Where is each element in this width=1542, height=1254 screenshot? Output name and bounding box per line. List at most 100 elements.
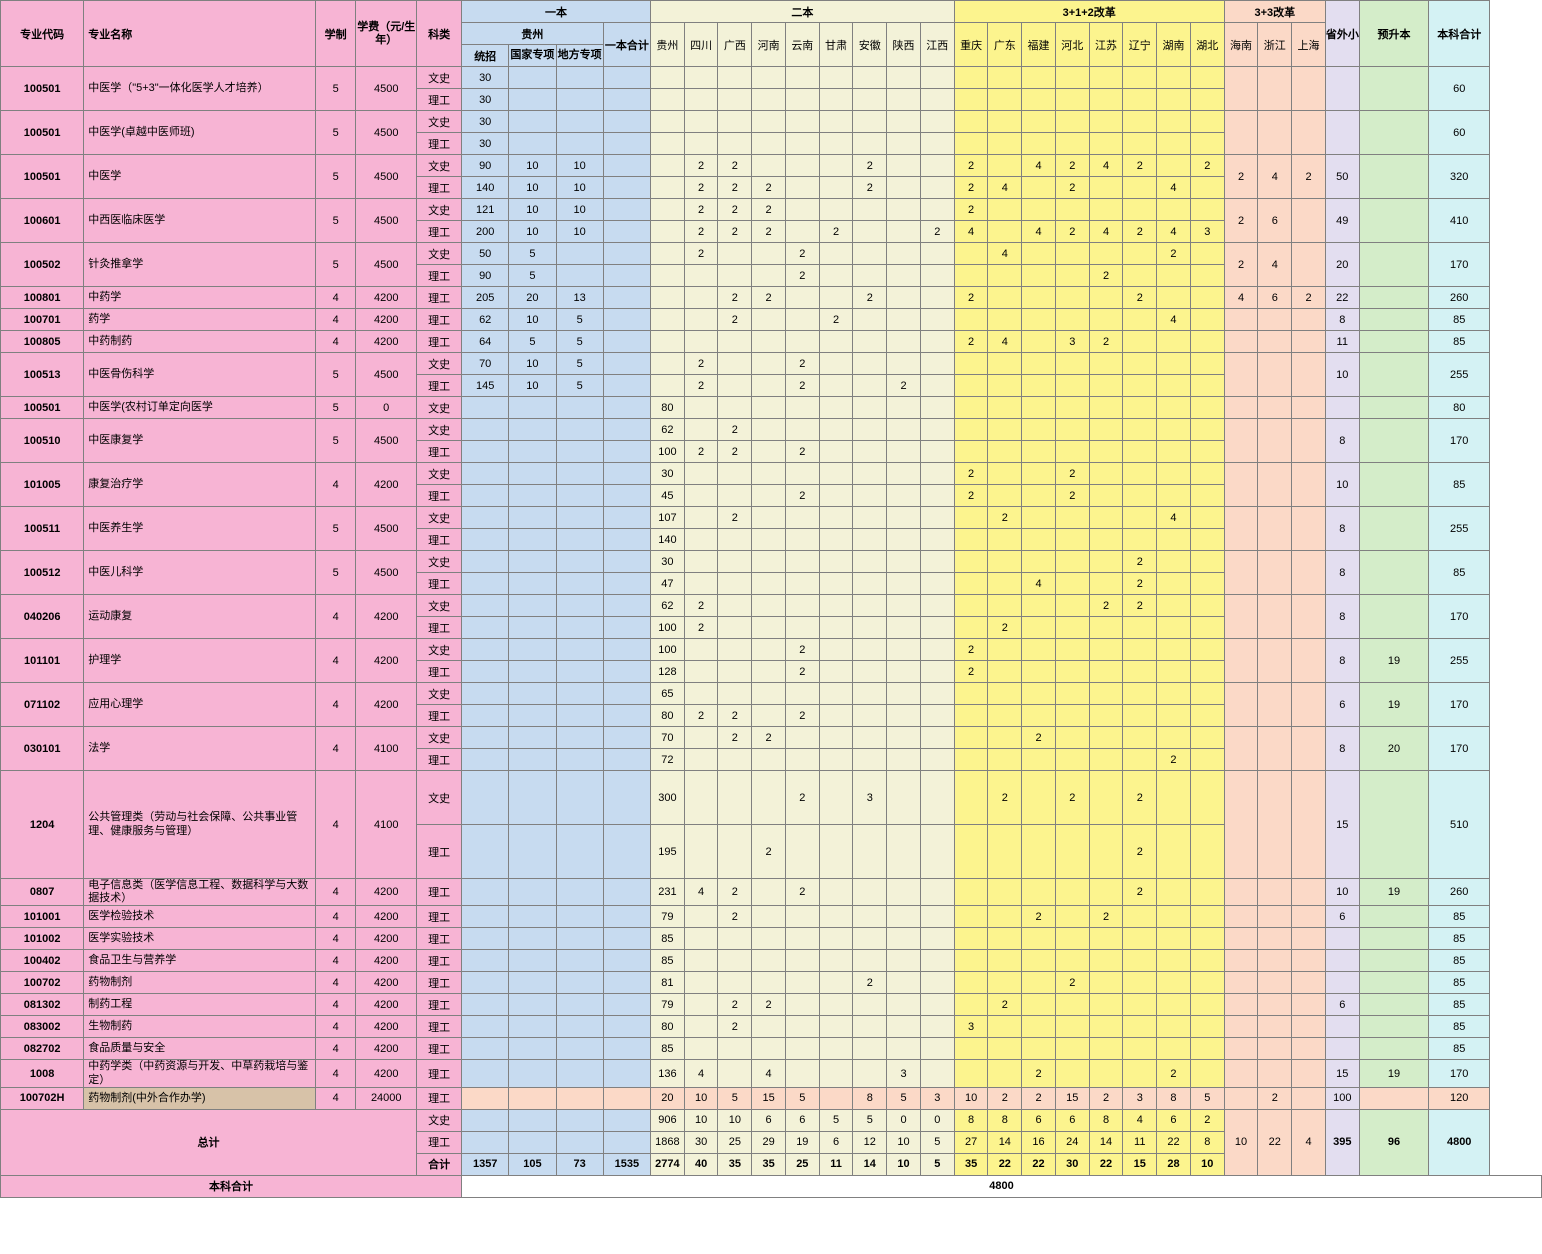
code-20: 101001	[1, 906, 84, 928]
p2-0: 65	[651, 683, 685, 705]
p2-8	[920, 485, 954, 507]
p312-7	[1190, 353, 1224, 375]
p312-7	[1190, 375, 1224, 397]
df	[556, 727, 603, 749]
p2-5	[819, 331, 853, 353]
tz: 90	[462, 265, 509, 287]
fee-15: 4200	[356, 639, 417, 683]
p33-2	[1292, 331, 1326, 353]
hdr-p2-1: 四川	[684, 23, 718, 67]
name-3: 中西医临床医学	[84, 199, 316, 243]
fee-5: 4200	[356, 287, 417, 309]
p312-1: 2	[988, 507, 1022, 529]
p312-7	[1190, 265, 1224, 287]
p2-7: 2	[887, 375, 921, 397]
p2-7	[887, 749, 921, 771]
p312-2	[1022, 994, 1056, 1016]
bsum-28: 120	[1429, 1087, 1490, 1109]
type-24-0: 理工	[417, 994, 462, 1016]
p312-5	[1123, 265, 1157, 287]
p2-4	[785, 309, 819, 331]
type-4-0: 文史	[417, 243, 462, 265]
tz: 145	[462, 375, 509, 397]
p2-1	[684, 397, 718, 419]
years-2: 5	[315, 155, 355, 199]
p312-1: 2	[988, 617, 1022, 639]
p2-8	[920, 639, 954, 661]
p2-0	[651, 353, 685, 375]
p312-0	[954, 529, 988, 551]
p33-2	[1292, 994, 1326, 1016]
p2-7	[887, 994, 921, 1016]
p33-0	[1224, 551, 1258, 595]
p312-6	[1157, 353, 1191, 375]
p312-3	[1055, 928, 1089, 950]
p312-1	[988, 595, 1022, 617]
p312-4	[1089, 551, 1123, 573]
hdr-outside: 省外小计	[1325, 1, 1359, 67]
p2-1	[684, 573, 718, 595]
p2-1	[684, 529, 718, 551]
p312-7	[1190, 771, 1224, 825]
p312-2	[1022, 529, 1056, 551]
p2-5	[819, 771, 853, 825]
p312-1	[988, 309, 1022, 331]
p312-2	[1022, 617, 1056, 639]
tz	[462, 727, 509, 749]
p312-4: 2	[1089, 331, 1123, 353]
p312-2	[1022, 419, 1056, 441]
years-16: 4	[315, 683, 355, 727]
p2-5	[819, 67, 853, 89]
p312-6	[1157, 551, 1191, 573]
code-10: 100510	[1, 419, 84, 463]
type-28-0: 理工	[417, 1087, 462, 1109]
df	[556, 661, 603, 683]
p2-4	[785, 928, 819, 950]
p2-4	[785, 994, 819, 1016]
p312-5	[1123, 199, 1157, 221]
p2-4	[785, 683, 819, 705]
p33-0	[1224, 1038, 1258, 1060]
p2-3	[752, 683, 786, 705]
code-14: 040206	[1, 595, 84, 639]
p2-2	[718, 972, 752, 994]
code-16: 071102	[1, 683, 84, 727]
gj	[509, 771, 556, 825]
p312-6: 8	[1157, 1087, 1191, 1109]
p312-6: 4	[1157, 221, 1191, 243]
totals-bsum: 4800	[1429, 1109, 1490, 1175]
p2-3	[752, 507, 786, 529]
p2-5	[819, 705, 853, 727]
p2-0	[651, 221, 685, 243]
out-24: 6	[1325, 994, 1359, 1016]
p33-1	[1258, 419, 1292, 463]
tz	[462, 1087, 509, 1109]
years-13: 5	[315, 551, 355, 595]
fee-4: 4500	[356, 243, 417, 287]
p312-2	[1022, 950, 1056, 972]
code-23: 100702	[1, 972, 84, 994]
hdr-p312-5: 辽宁	[1123, 23, 1157, 67]
p2-8	[920, 595, 954, 617]
p312-4	[1089, 309, 1123, 331]
tz	[462, 994, 509, 1016]
p312-0: 2	[954, 639, 988, 661]
p312-1: 2	[988, 771, 1022, 825]
tz	[462, 1016, 509, 1038]
p33-0	[1224, 771, 1258, 879]
p2-0: 107	[651, 507, 685, 529]
name-10: 中医康复学	[84, 419, 316, 463]
p312-4	[1089, 972, 1123, 994]
p2-6	[853, 485, 887, 507]
p2-0: 100	[651, 639, 685, 661]
p2-2	[718, 928, 752, 950]
p312-3: 3	[1055, 331, 1089, 353]
p312-2: 2	[1022, 906, 1056, 928]
tz	[462, 950, 509, 972]
type-9-0: 文史	[417, 397, 462, 419]
p312-2	[1022, 485, 1056, 507]
p2-3: 2	[752, 994, 786, 1016]
p312-6	[1157, 683, 1191, 705]
gj	[509, 1060, 556, 1087]
p2-6	[853, 199, 887, 221]
